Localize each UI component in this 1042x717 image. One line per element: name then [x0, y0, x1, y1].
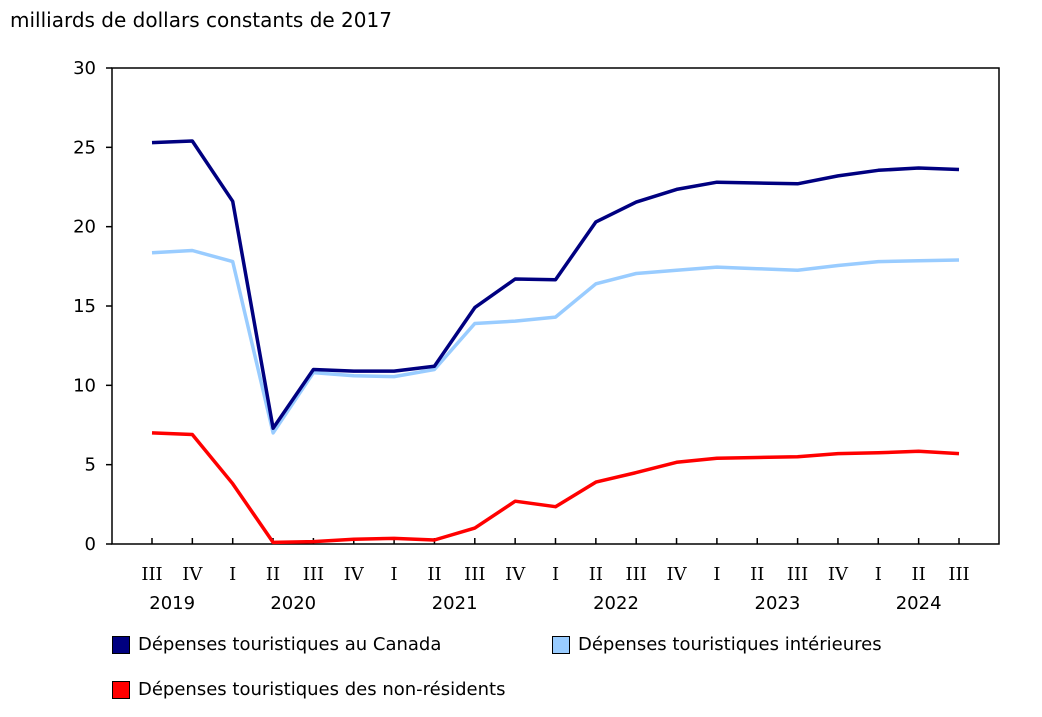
legend-item-canada: Dépenses touristiques au Canada	[112, 634, 441, 655]
x-quarter-label-10: I	[552, 564, 559, 585]
x-quarter-label-17: IV	[828, 564, 849, 585]
y-tick-label-20: 20	[73, 217, 96, 238]
x-quarter-label-0: III	[141, 564, 162, 585]
series-line-0	[151, 139, 960, 430]
x-quarter-label-11: II	[589, 564, 603, 585]
x-quarter-label-13: IV	[666, 564, 687, 585]
x-quarter-label-2: I	[229, 564, 236, 585]
x-quarter-label-15: II	[750, 564, 764, 585]
x-quarter-label-20: III	[948, 564, 969, 585]
y-tick-label-5: 5	[85, 455, 96, 476]
x-quarter-label-3: II	[266, 564, 280, 585]
legend-item-non-residents: Dépenses touristiques des non-résidents	[112, 679, 505, 700]
x-quarter-label-19: II	[912, 564, 926, 585]
x-quarter-label-7: II	[427, 564, 441, 585]
plot-frame	[111, 67, 1000, 545]
series-line-1	[151, 248, 960, 435]
y-tick-label-0: 0	[85, 534, 96, 555]
x-quarter-label-1: IV	[182, 564, 203, 585]
x-quarter-label-9: IV	[505, 564, 526, 585]
x-quarter-label-6: I	[391, 564, 398, 585]
legend-swatch-interieures	[552, 635, 570, 654]
y-tick-label-25: 25	[73, 137, 96, 158]
series-line-2	[151, 431, 960, 545]
x-quarter-label-18: I	[875, 564, 882, 585]
x-year-label-2024: 2024	[896, 593, 942, 614]
legend-swatch-canada	[112, 635, 130, 654]
x-year-label-2020: 2020	[270, 593, 316, 614]
legend-item-interieures: Dépenses touristiques intérieures	[552, 634, 882, 655]
x-quarter-label-16: III	[787, 564, 808, 585]
legend-label-non-residents: Dépenses touristiques des non-résidents	[138, 679, 506, 700]
y-tick-label-30: 30	[73, 58, 96, 79]
x-quarter-label-8: III	[464, 564, 485, 585]
legend-swatch-non-residents	[112, 680, 130, 699]
legend-label-interieures: Dépenses touristiques intérieures	[578, 634, 882, 655]
y-axis-unit-label: milliards de dollars constants de 2017	[10, 8, 392, 32]
x-quarter-label-14: I	[713, 564, 720, 585]
y-tick-label-10: 10	[73, 375, 96, 396]
x-quarter-label-4: III	[303, 564, 324, 585]
legend-label-canada: Dépenses touristiques au Canada	[138, 634, 442, 655]
y-tick-label-15: 15	[73, 296, 96, 317]
x-quarter-label-12: III	[626, 564, 647, 585]
x-quarter-label-5: IV	[344, 564, 365, 585]
x-year-label-2021: 2021	[432, 593, 478, 614]
x-year-label-2022: 2022	[593, 593, 639, 614]
x-year-label-2023: 2023	[755, 593, 801, 614]
x-year-label-2019: 2019	[149, 593, 195, 614]
